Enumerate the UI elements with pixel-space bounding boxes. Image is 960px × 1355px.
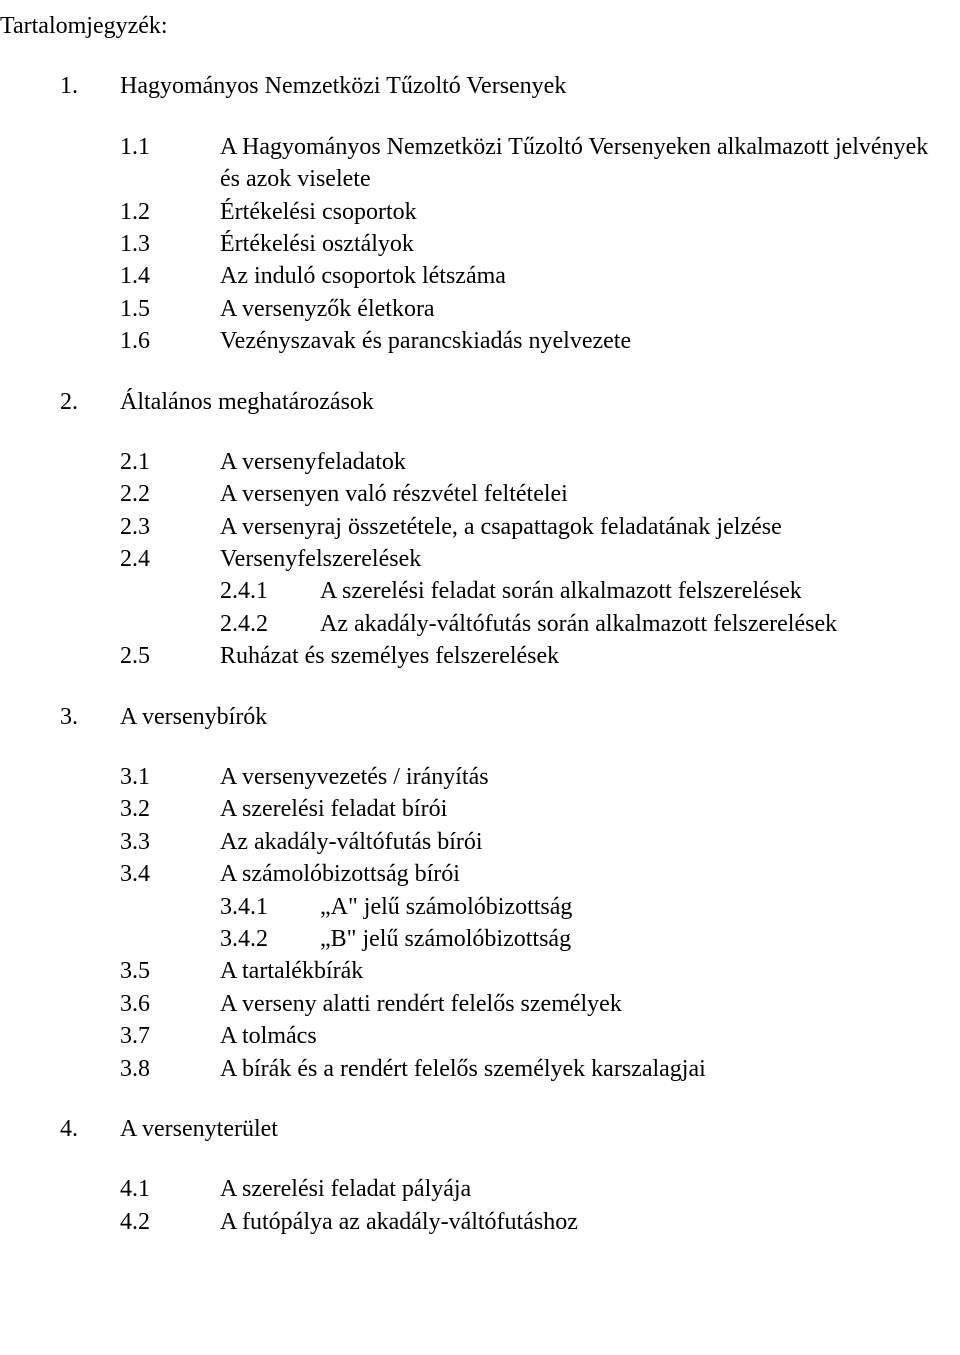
- item-number: 1.2: [120, 196, 220, 228]
- item-text: A tolmács: [220, 1020, 950, 1052]
- section-title: A versenyterület: [120, 1113, 278, 1145]
- subitem-number: 3.4.1: [220, 891, 320, 923]
- item-number: 1.6: [120, 325, 220, 357]
- item-text: A futópálya az akadály-váltófutáshoz: [220, 1206, 950, 1238]
- toc-item: 2.2A versenyen való részvétel feltételei: [0, 478, 950, 510]
- item-number: 3.4: [120, 858, 220, 890]
- toc-item: 3.6A verseny alatti rendért felelős szem…: [0, 988, 950, 1020]
- toc-item: 2.5Ruházat és személyes felszerelések: [0, 640, 950, 672]
- toc-title: Tartalomjegyzék:: [0, 10, 950, 42]
- item-number: 2.4: [120, 543, 220, 575]
- toc-item: 3.2A szerelési feladat bírói: [0, 793, 950, 825]
- item-text: Értékelési csoportok: [220, 196, 950, 228]
- toc-subitem: 3.4.2„B" jelű számolóbizottság: [0, 923, 950, 955]
- toc-level1-list: 1. Hagyományos Nemzetközi Tűzoltó Versen…: [0, 70, 950, 1238]
- toc-subitem: 2.4.2Az akadály-váltófutás során alkalma…: [0, 608, 950, 640]
- toc-section-1: 1. Hagyományos Nemzetközi Tűzoltó Versen…: [0, 70, 950, 357]
- item-text: A szerelési feladat pályája: [220, 1173, 950, 1205]
- toc-item: 2.1A versenyfeladatok: [0, 446, 950, 478]
- toc-subitem: 2.4.1A szerelési feladat során alkalmazo…: [0, 575, 950, 607]
- toc-item: 3.3Az akadály-váltófutás bírói: [0, 826, 950, 858]
- toc-item: 2.4 Versenyfelszerelések 2.4.1A szerelés…: [0, 543, 950, 640]
- item-number: 3.2: [120, 793, 220, 825]
- toc-section-4: 4. A versenyterület 4.1A szerelési felad…: [0, 1113, 950, 1238]
- toc-item: 1.4Az induló csoportok létszáma: [0, 260, 950, 292]
- toc-level3-list: 3.4.1„A" jelű számolóbizottság 3.4.2„B" …: [0, 891, 950, 956]
- toc-level3-list: 2.4.1A szerelési feladat során alkalmazo…: [0, 575, 950, 640]
- item-text: A számolóbizottság bírói: [220, 858, 950, 890]
- section-title: A versenybírók: [120, 701, 267, 733]
- item-number: 2.1: [120, 446, 220, 478]
- item-text: A versenyfeladatok: [220, 446, 950, 478]
- toc-item: 1.1A Hagyományos Nemzetközi Tűzoltó Vers…: [0, 131, 950, 196]
- item-number: 1.3: [120, 228, 220, 260]
- subitem-text: Az akadály-váltófutás során alkalmazott …: [320, 608, 950, 640]
- item-text: A szerelési feladat bírói: [220, 793, 950, 825]
- item-number: 3.1: [120, 761, 220, 793]
- toc-item: 1.3Értékelési osztályok: [0, 228, 950, 260]
- item-text: A Hagyományos Nemzetközi Tűzoltó Verseny…: [220, 131, 950, 196]
- toc-item: 4.1A szerelési feladat pályája: [0, 1173, 950, 1205]
- toc-section-3: 3. A versenybírók 3.1A versenyvezetés / …: [0, 701, 950, 1085]
- item-number: 4.2: [120, 1206, 220, 1238]
- toc-level2-list: 2.1A versenyfeladatok 2.2A versenyen val…: [0, 446, 950, 673]
- section-number: 3.: [60, 701, 120, 733]
- toc-item: 1.6Vezényszavak és parancskiadás nyelvez…: [0, 325, 950, 357]
- item-number: 1.1: [120, 131, 220, 196]
- item-text: A versenyzők életkora: [220, 293, 950, 325]
- item-number: 2.5: [120, 640, 220, 672]
- toc-item: 3.8A bírák és a rendért felelős személye…: [0, 1053, 950, 1085]
- item-text: A versenyen való részvétel feltételei: [220, 478, 950, 510]
- toc-level2-list: 3.1A versenyvezetés / irányítás 3.2A sze…: [0, 761, 950, 1085]
- toc-section-2: 2. Általános meghatározások 2.1A verseny…: [0, 386, 950, 673]
- toc-item: 3.7A tolmács: [0, 1020, 950, 1052]
- item-text: Ruházat és személyes felszerelések: [220, 640, 950, 672]
- item-number: 1.5: [120, 293, 220, 325]
- toc-level2-list: 4.1A szerelési feladat pályája 4.2A futó…: [0, 1173, 950, 1238]
- item-number: 3.5: [120, 955, 220, 987]
- item-text: A tartalékbírák: [220, 955, 950, 987]
- item-number: 3.6: [120, 988, 220, 1020]
- section-number: 1.: [60, 70, 120, 102]
- subitem-number: 3.4.2: [220, 923, 320, 955]
- item-number: 3.7: [120, 1020, 220, 1052]
- item-text: Versenyfelszerelések: [220, 543, 950, 575]
- subitem-text: „B" jelű számolóbizottság: [320, 923, 950, 955]
- section-number: 4.: [60, 1113, 120, 1145]
- toc-level2-list: 1.1A Hagyományos Nemzetközi Tűzoltó Vers…: [0, 131, 950, 358]
- item-number: 3.8: [120, 1053, 220, 1085]
- toc-item: 1.5A versenyzők életkora: [0, 293, 950, 325]
- section-title: Hagyományos Nemzetközi Tűzoltó Versenyek: [120, 70, 566, 102]
- toc-item: 3.1A versenyvezetés / irányítás: [0, 761, 950, 793]
- toc-item: 4.2A futópálya az akadály-váltófutáshoz: [0, 1206, 950, 1238]
- section-title: Általános meghatározások: [120, 386, 374, 418]
- toc-subitem: 3.4.1„A" jelű számolóbizottság: [0, 891, 950, 923]
- item-text: A versenyraj összetétele, a csapattagok …: [220, 511, 950, 543]
- toc-item: 2.3A versenyraj összetétele, a csapattag…: [0, 511, 950, 543]
- item-text: A versenyvezetés / irányítás: [220, 761, 950, 793]
- section-number: 2.: [60, 386, 120, 418]
- toc-item: 3.4 A számolóbizottság bírói 3.4.1„A" je…: [0, 858, 950, 955]
- toc-item: 1.2Értékelési csoportok: [0, 196, 950, 228]
- item-number: 2.3: [120, 511, 220, 543]
- item-text: Az induló csoportok létszáma: [220, 260, 950, 292]
- item-number: 1.4: [120, 260, 220, 292]
- document-page: Tartalomjegyzék: 1. Hagyományos Nemzetkö…: [0, 0, 960, 1355]
- subitem-number: 2.4.2: [220, 608, 320, 640]
- item-text: A bírák és a rendért felelős személyek k…: [220, 1053, 950, 1085]
- item-number: 3.3: [120, 826, 220, 858]
- item-text: Vezényszavak és parancskiadás nyelvezete: [220, 325, 950, 357]
- item-text: A verseny alatti rendért felelős személy…: [220, 988, 950, 1020]
- item-number: 2.2: [120, 478, 220, 510]
- item-text: Értékelési osztályok: [220, 228, 950, 260]
- subitem-text: A szerelési feladat során alkalmazott fe…: [320, 575, 950, 607]
- item-text: Az akadály-váltófutás bírói: [220, 826, 950, 858]
- item-number: 4.1: [120, 1173, 220, 1205]
- toc-item: 3.5A tartalékbírák: [0, 955, 950, 987]
- subitem-number: 2.4.1: [220, 575, 320, 607]
- subitem-text: „A" jelű számolóbizottság: [320, 891, 950, 923]
